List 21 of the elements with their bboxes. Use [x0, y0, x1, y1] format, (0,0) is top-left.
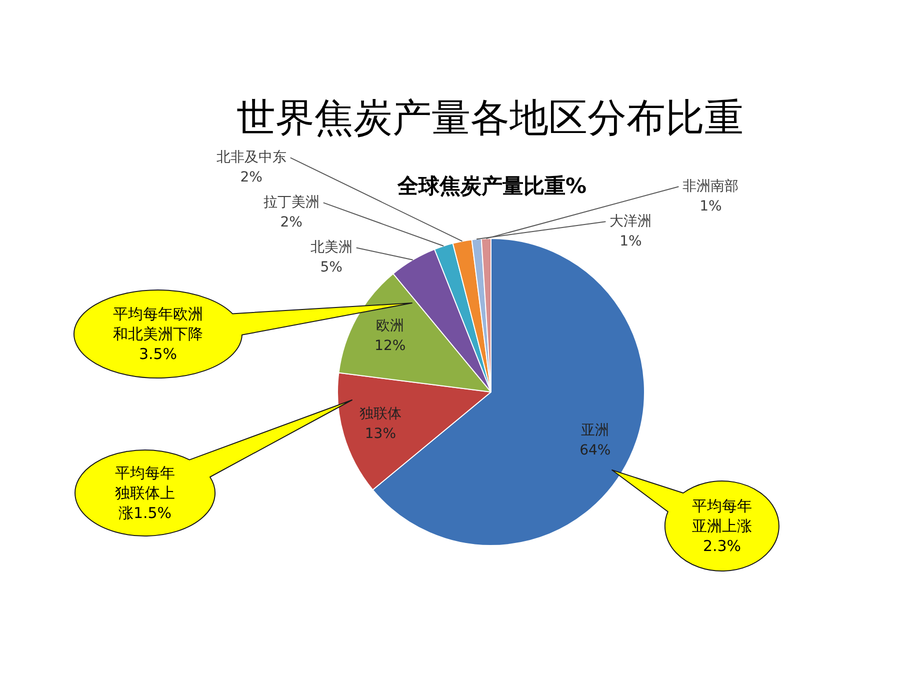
- data-label: 5%: [320, 259, 342, 276]
- data-label: 12%: [374, 338, 406, 354]
- data-label: 2%: [280, 214, 302, 230]
- slice-label: 独联体: [359, 406, 402, 422]
- data-label: 1%: [620, 233, 642, 250]
- data-label: 1%: [700, 198, 722, 214]
- text: 平均每年独联体上涨1.5%: [114, 463, 176, 523]
- slice-label: 非洲南部: [682, 178, 739, 194]
- text: 平均每年欧洲和北美洲下降3.5%: [112, 304, 204, 364]
- slice-label: 亚洲: [581, 422, 610, 439]
- slice-label: 北非及中东: [216, 149, 286, 166]
- data-label: 2%: [240, 169, 262, 186]
- data-label: 64%: [580, 442, 611, 459]
- text: 全球焦炭产量比重%: [397, 174, 587, 198]
- slice-label: 欧洲: [376, 318, 404, 334]
- chart-title: 世界焦炭产量各地区分布比重: [236, 95, 744, 143]
- slice-label: 大洋洲: [610, 213, 652, 230]
- data-label: 13%: [364, 426, 396, 442]
- slice-label: 北美洲: [310, 239, 352, 256]
- text: 平均每年亚洲上涨2.3%: [691, 496, 753, 556]
- slice-label: 拉丁美洲: [263, 194, 320, 210]
